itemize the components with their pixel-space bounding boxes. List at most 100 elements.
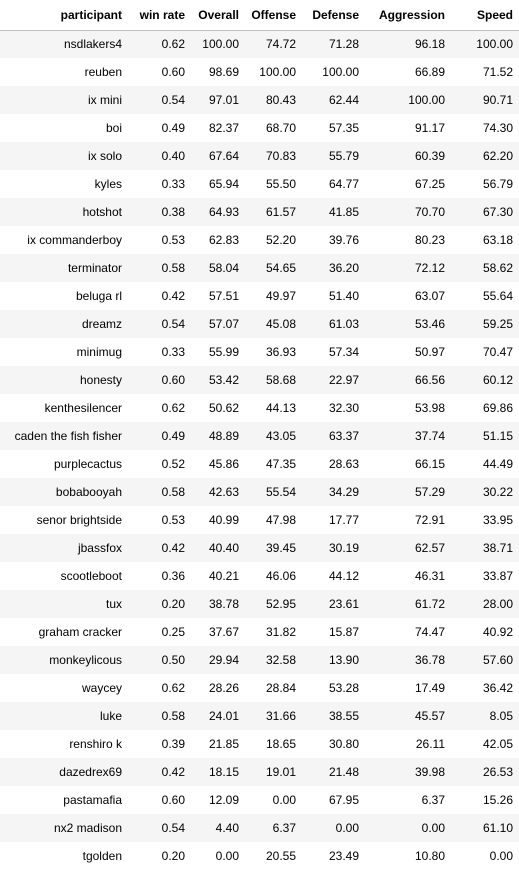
table-row: ix mini 0.54 97.01 80.43 62.44 100.00 90.71 [0, 86, 519, 114]
cell-offense: 39.45 [245, 534, 302, 562]
table-row: hotshot 0.38 64.93 61.57 41.85 70.70 67.30 [0, 198, 519, 226]
cell-overall: 100.00 [191, 30, 245, 58]
cell-overall: 57.51 [191, 282, 245, 310]
table-row: tux 0.20 38.78 52.95 23.61 61.72 28.00 [0, 590, 519, 618]
cell-defense: 22.97 [302, 366, 365, 394]
cell-participant: tgolden [0, 842, 128, 870]
cell-participant: jbassfox [0, 534, 128, 562]
cell-participant: nsdlakers4 [0, 30, 128, 58]
cell-offense: 18.65 [245, 730, 302, 758]
table-row: graham cracker 0.25 37.67 31.82 15.87 74.47 40… [0, 618, 519, 646]
cell-participant: honesty [0, 366, 128, 394]
cell-overall: 0.00 [191, 842, 245, 870]
cell-defense: 21.48 [302, 758, 365, 786]
cell-aggression: 70.70 [365, 198, 451, 226]
cell-overall: 42.63 [191, 478, 245, 506]
cell-participant: purplecactus [0, 450, 128, 478]
cell-overall: 40.40 [191, 534, 245, 562]
cell-overall: 48.89 [191, 422, 245, 450]
cell-speed: 33.87 [451, 562, 519, 590]
cell-defense: 64.77 [302, 170, 365, 198]
cell-aggression: 53.46 [365, 310, 451, 338]
table-row: pastamafia 0.60 12.09 0.00 67.95 6.37 15.26 [0, 786, 519, 814]
cell-win-rate: 0.58 [128, 254, 191, 282]
cell-defense: 13.90 [302, 646, 365, 674]
cell-offense: 36.93 [245, 338, 302, 366]
cell-speed: 8.05 [451, 702, 519, 730]
cell-overall: 38.78 [191, 590, 245, 618]
cell-participant: beluga rl [0, 282, 128, 310]
cell-speed: 28.00 [451, 590, 519, 618]
cell-aggression: 6.37 [365, 786, 451, 814]
cell-defense: 28.63 [302, 450, 365, 478]
cell-offense: 58.68 [245, 366, 302, 394]
cell-overall: 50.62 [191, 394, 245, 422]
cell-win-rate: 0.40 [128, 142, 191, 170]
table-row: nsdlakers4 0.62 100.00 74.72 71.28 96.18 100.0… [0, 30, 519, 58]
cell-offense: 28.84 [245, 674, 302, 702]
cell-win-rate: 0.36 [128, 562, 191, 590]
cell-overall: 65.94 [191, 170, 245, 198]
header-win-rate: win rate [128, 0, 191, 31]
header-speed: Speed [451, 0, 519, 31]
table-row: renshiro k 0.39 21.85 18.65 30.80 26.11 42.05 [0, 730, 519, 758]
cell-speed: 62.20 [451, 142, 519, 170]
cell-speed: 60.12 [451, 366, 519, 394]
cell-offense: 44.13 [245, 394, 302, 422]
table-row: beluga rl 0.42 57.51 49.97 51.40 63.07 55.64 [0, 282, 519, 310]
cell-speed: 61.10 [451, 814, 519, 842]
cell-speed: 44.49 [451, 450, 519, 478]
table-row: kenthesilencer 0.62 50.62 44.13 32.30 53.98 69… [0, 394, 519, 422]
cell-participant: senor brightside [0, 506, 128, 534]
cell-offense: 74.72 [245, 30, 302, 58]
cell-aggression: 66.89 [365, 58, 451, 86]
cell-participant: renshiro k [0, 730, 128, 758]
cell-aggression: 61.72 [365, 590, 451, 618]
cell-speed: 74.30 [451, 114, 519, 142]
cell-offense: 68.70 [245, 114, 302, 142]
cell-offense: 55.54 [245, 478, 302, 506]
cell-offense: 47.35 [245, 450, 302, 478]
table-row: boi 0.49 82.37 68.70 57.35 91.17 74.30 [0, 114, 519, 142]
cell-aggression: 66.56 [365, 366, 451, 394]
cell-participant: minimug [0, 338, 128, 366]
cell-aggression: 37.74 [365, 422, 451, 450]
table-row: scootleboot 0.36 40.21 46.06 44.12 46.31 33.87 [0, 562, 519, 590]
cell-speed: 57.60 [451, 646, 519, 674]
table-row: ix commanderboy 0.53 62.83 52.20 39.76 80.23 6… [0, 226, 519, 254]
table-header: participant win rate Overall Offense Def… [0, 0, 519, 31]
header-row: participant win rate Overall Offense Def… [0, 0, 519, 31]
cell-win-rate: 0.62 [128, 30, 191, 58]
cell-overall: 98.69 [191, 58, 245, 86]
table-row: ix solo 0.40 67.64 70.83 55.79 60.39 62.20 [0, 142, 519, 170]
cell-speed: 26.53 [451, 758, 519, 786]
cell-speed: 63.18 [451, 226, 519, 254]
cell-overall: 4.40 [191, 814, 245, 842]
cell-aggression: 72.12 [365, 254, 451, 282]
cell-participant: terminator [0, 254, 128, 282]
cell-win-rate: 0.52 [128, 450, 191, 478]
cell-win-rate: 0.50 [128, 646, 191, 674]
cell-aggression: 57.29 [365, 478, 451, 506]
table-row: reuben 0.60 98.69 100.00 100.00 66.89 71.52 [0, 58, 519, 86]
cell-win-rate: 0.62 [128, 674, 191, 702]
cell-participant: ix mini [0, 86, 128, 114]
cell-speed: 15.26 [451, 786, 519, 814]
cell-aggression: 50.97 [365, 338, 451, 366]
cell-overall: 62.83 [191, 226, 245, 254]
cell-defense: 61.03 [302, 310, 365, 338]
cell-participant: kyles [0, 170, 128, 198]
cell-win-rate: 0.42 [128, 534, 191, 562]
cell-defense: 36.20 [302, 254, 365, 282]
cell-win-rate: 0.42 [128, 758, 191, 786]
table-row: tgolden 0.20 0.00 20.55 23.49 10.80 0.00 [0, 842, 519, 870]
header-participant: participant [0, 0, 128, 31]
cell-speed: 71.52 [451, 58, 519, 86]
cell-overall: 58.04 [191, 254, 245, 282]
cell-aggression: 96.18 [365, 30, 451, 58]
cell-win-rate: 0.49 [128, 422, 191, 450]
cell-aggression: 17.49 [365, 674, 451, 702]
table-row: nx2 madison 0.54 4.40 6.37 0.00 0.00 61.10 [0, 814, 519, 842]
table-row: kyles 0.33 65.94 55.50 64.77 67.25 56.79 [0, 170, 519, 198]
